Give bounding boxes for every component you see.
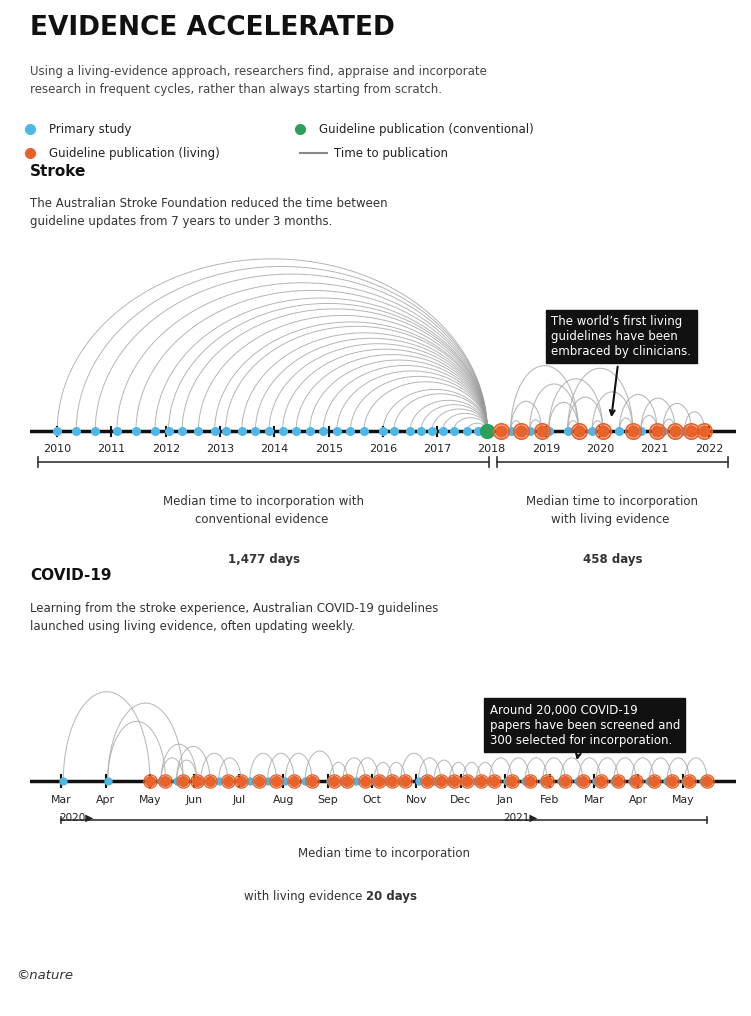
Text: Feb: Feb <box>540 796 559 806</box>
Text: 1,477 days: 1,477 days <box>228 553 300 566</box>
Text: 2021: 2021 <box>641 444 668 454</box>
Text: Stroke: Stroke <box>30 165 86 179</box>
Text: COVID-19: COVID-19 <box>30 568 112 583</box>
Text: Jan: Jan <box>496 796 514 806</box>
Text: 2017: 2017 <box>423 444 451 454</box>
Text: EVIDENCE ACCELERATED: EVIDENCE ACCELERATED <box>30 14 395 41</box>
Text: Nov: Nov <box>406 796 427 806</box>
Text: Using a living-evidence approach, researchers find, appraise and incorporate
res: Using a living-evidence approach, resear… <box>30 65 487 96</box>
Text: 2010: 2010 <box>43 444 71 454</box>
Text: 2021▶: 2021▶ <box>503 813 537 823</box>
Text: Primary study: Primary study <box>49 123 131 135</box>
Text: May: May <box>671 796 694 806</box>
Text: Around 20,000 COVID-19
papers have been screened and
300 selected for incorporat: Around 20,000 COVID-19 papers have been … <box>490 703 680 758</box>
Text: Apr: Apr <box>96 796 115 806</box>
Text: Median time to incorporation with
conventional evidence: Median time to incorporation with conven… <box>163 495 364 526</box>
Text: Jul: Jul <box>232 796 246 806</box>
Text: Oct: Oct <box>363 796 382 806</box>
Text: Learning from the stroke experience, Australian COVID-19 guidelines
launched usi: Learning from the stroke experience, Aus… <box>30 601 439 633</box>
Text: 2022: 2022 <box>695 444 723 454</box>
Text: Median time to incorporation
with living evidence: Median time to incorporation with living… <box>526 495 698 526</box>
Text: Sep: Sep <box>317 796 338 806</box>
Text: Mar: Mar <box>584 796 605 806</box>
Text: The world’s first living
guidelines have been
embraced by clinicians.: The world’s first living guidelines have… <box>551 315 692 415</box>
Text: Aug: Aug <box>273 796 294 806</box>
Text: 2016: 2016 <box>369 444 397 454</box>
Text: May: May <box>139 796 161 806</box>
Text: 2011: 2011 <box>98 444 125 454</box>
Text: 2020: 2020 <box>586 444 614 454</box>
Text: 2019: 2019 <box>532 444 560 454</box>
Text: The Australian Stroke Foundation reduced the time between
guideline updates from: The Australian Stroke Foundation reduced… <box>30 197 388 229</box>
Text: Mar: Mar <box>51 796 71 806</box>
Text: Jun: Jun <box>185 796 203 806</box>
Text: 2020▶: 2020▶ <box>59 813 93 823</box>
Text: Guideline publication (conventional): Guideline publication (conventional) <box>319 123 534 135</box>
Text: 2015: 2015 <box>315 444 342 454</box>
Text: Guideline publication (living): Guideline publication (living) <box>49 147 219 160</box>
Text: 20 days: 20 days <box>366 890 418 903</box>
Text: Apr: Apr <box>629 796 648 806</box>
Text: with living evidence: with living evidence <box>244 890 366 903</box>
Text: Median time to incorporation: Median time to incorporation <box>298 847 470 860</box>
Text: Dec: Dec <box>450 796 472 806</box>
Text: 2018: 2018 <box>478 444 505 454</box>
Text: 458 days: 458 days <box>583 553 642 566</box>
Text: 2013: 2013 <box>206 444 234 454</box>
Text: 2012: 2012 <box>152 444 180 454</box>
Text: 2014: 2014 <box>261 444 288 454</box>
Text: Time to publication: Time to publication <box>334 147 448 160</box>
Text: ©nature: ©nature <box>16 969 73 981</box>
